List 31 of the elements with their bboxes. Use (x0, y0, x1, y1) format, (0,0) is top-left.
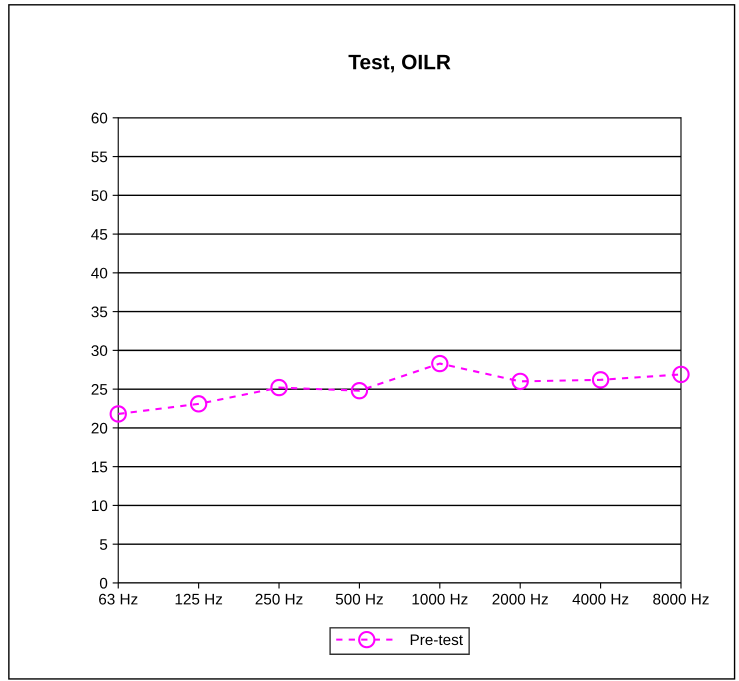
x-tick-label: 63 Hz (99, 594, 138, 605)
x-tick-label: 2000 Hz (492, 594, 548, 605)
y-tick-label: 50 (91, 190, 108, 202)
point (592, 371, 610, 389)
point (270, 378, 288, 396)
y-tick-label: 55 (91, 152, 108, 162)
legend-label: Pre-test (410, 634, 463, 646)
y-tick-label: 0 (100, 578, 108, 589)
y-tick-label: 30 (91, 345, 108, 356)
y-tick-label: 45 (91, 229, 108, 240)
x-tick-label: 4000 Hz (572, 594, 628, 605)
point (110, 405, 127, 423)
x-tick-label: 500 Hz (336, 594, 383, 605)
point (672, 366, 690, 384)
point (350, 382, 368, 400)
chart-title: Test, OILR (348, 54, 451, 72)
y-tick-label: 60 (92, 112, 108, 124)
x-tick-label: 8000 Hz (653, 594, 709, 605)
y-tick-label: 10 (92, 500, 108, 512)
x-tick-label: 1000 Hz (412, 594, 468, 605)
point (190, 395, 208, 413)
y-tick-label: 5 (100, 539, 108, 550)
y-tick-label: 15 (92, 462, 108, 472)
point (512, 372, 529, 390)
y-tick-label: 40 (91, 268, 108, 279)
point (431, 354, 448, 372)
x-tick-label: 125 Hz (176, 594, 222, 605)
x-tick-label: 250 Hz (256, 594, 302, 605)
y-tick-label: 25 (92, 384, 108, 395)
y-tick-label: 35 (91, 306, 108, 318)
y-tick-label: 20 (92, 422, 108, 434)
